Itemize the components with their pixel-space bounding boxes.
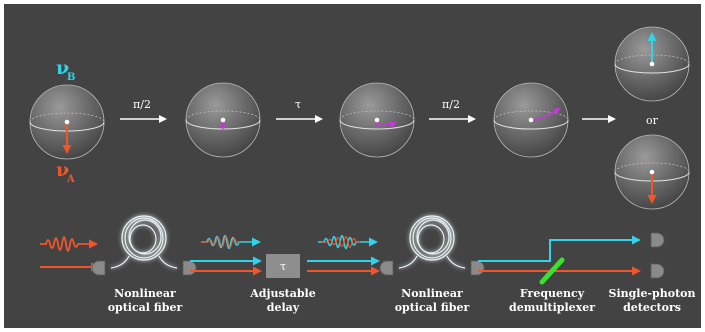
input-pump-pulse: [40, 236, 98, 252]
bloch-sphere-after-delay: [339, 82, 415, 158]
diagram-canvas: ν B ν A π/2 τ π/2 or: [29, 26, 696, 314]
label-demux-line-2: demultiplexer: [509, 301, 595, 314]
label-fiber-2-line-1: Nonlinear: [401, 287, 463, 300]
label-demux-line-1: Frequency: [520, 287, 585, 300]
or-label: or: [646, 114, 659, 127]
label-detectors-line-2: detectors: [623, 301, 681, 314]
operation-tau: τ: [295, 98, 301, 111]
nu-b-subscript: B: [67, 72, 75, 83]
detector-cyan: [650, 232, 665, 248]
bloch-sphere-final-pulse: [493, 82, 569, 158]
label-fiber-1-line-2: optical fiber: [108, 301, 183, 314]
label-delay-line-1: Adjustable: [249, 287, 315, 300]
nu-b-label: ν: [56, 57, 69, 79]
operation-pi-half-2: π/2: [442, 98, 460, 111]
state-vector-tilted: [532, 107, 561, 121]
label-fiber-2-line-2: optical fiber: [395, 301, 470, 314]
figure-panel: ν B ν A π/2 τ π/2 or: [4, 4, 701, 328]
bloch-sphere-outcome-up: [614, 26, 690, 102]
nonlinear-fiber-2: [379, 215, 485, 276]
precession-arc: [378, 122, 397, 129]
operation-pi-half-1: π/2: [133, 98, 151, 111]
detector-orange: [650, 263, 665, 279]
label-delay-line-2: delay: [267, 301, 300, 314]
adjustable-delay-box: [266, 254, 300, 278]
wavepacket-after-fiber-1: [201, 234, 261, 250]
frequency-demultiplexer-mirror: [539, 257, 565, 285]
delay-tau-symbol: τ: [280, 260, 286, 273]
bloch-sphere-after-pulse: [185, 82, 261, 158]
nu-a-subscript: A: [66, 174, 75, 185]
wavepacket-after-delay: [318, 234, 378, 250]
nonlinear-fiber-1: [91, 215, 197, 276]
bloch-sphere-initial: [29, 84, 105, 160]
cyan-output-beam: [478, 235, 641, 262]
nu-a-label: ν: [56, 159, 69, 181]
label-detectors-line-1: Single-photon: [609, 287, 696, 300]
label-fiber-1-line-1: Nonlinear: [114, 287, 176, 300]
bloch-sphere-outcome-down: [614, 134, 690, 210]
